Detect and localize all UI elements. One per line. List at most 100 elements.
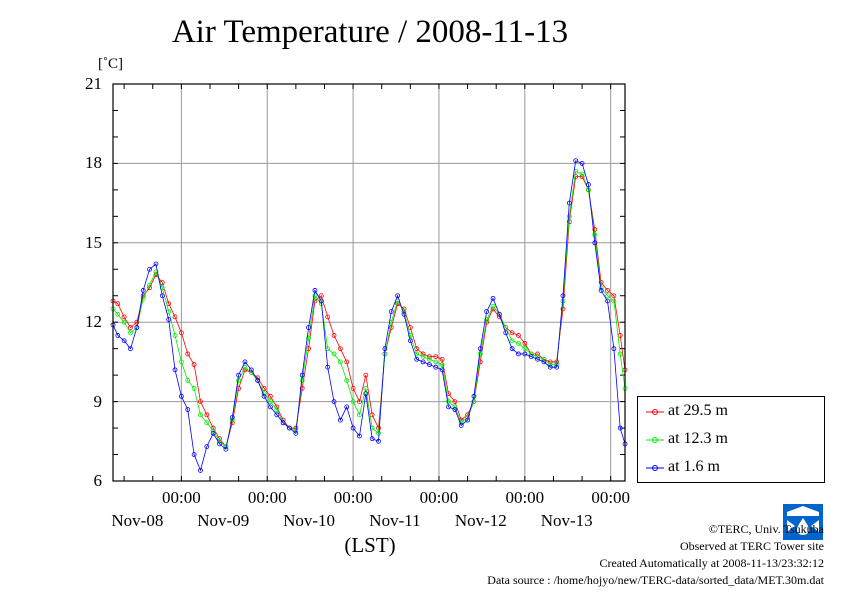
footer-copyright: ©TERC, Univ. Tsukuba (708, 522, 824, 536)
data-point (210, 430, 216, 436)
data-point (325, 364, 331, 370)
data-point (128, 346, 133, 352)
data-point (306, 325, 311, 330)
data-point (159, 285, 165, 291)
data-point (312, 288, 318, 293)
data-point (191, 362, 197, 367)
data-point (185, 378, 191, 383)
data-point (446, 404, 451, 410)
x-tick-time-label: 00:00 (591, 488, 631, 507)
data-point (433, 359, 439, 365)
data-point (388, 309, 394, 315)
data-point (617, 425, 623, 431)
data-point (172, 333, 178, 338)
data-point (535, 351, 540, 357)
x-tick-date-label: Nov-13 (540, 511, 593, 530)
data-point (490, 295, 496, 301)
data-point (522, 351, 528, 357)
data-point (115, 333, 121, 338)
data-point (331, 351, 337, 357)
data-point (268, 404, 273, 410)
data-point (516, 351, 521, 357)
data-point (611, 346, 617, 352)
data-point (471, 399, 477, 405)
data-point (516, 340, 521, 346)
y-tick-label: 9 (93, 391, 103, 411)
series-line-1 (112, 170, 626, 448)
data-point (573, 158, 579, 164)
data-point (369, 436, 375, 442)
data-point (427, 356, 432, 362)
data-point (350, 399, 356, 405)
x-tick-time-label: 00:00 (333, 488, 373, 507)
data-point (427, 354, 432, 360)
data-point (458, 423, 464, 428)
data-point (446, 399, 451, 405)
data-point (248, 367, 254, 373)
data-point (535, 354, 540, 360)
data-point (522, 346, 528, 352)
legend-marker-1-6m (646, 465, 664, 471)
data-point (153, 261, 159, 267)
data-point (115, 311, 121, 317)
data-point (337, 417, 343, 423)
data-point (560, 306, 566, 312)
data-point (560, 293, 566, 299)
legend-label-12-3m: at 12.3 m (668, 430, 728, 447)
x-tick-date-label: Nov-11 (369, 511, 421, 530)
data-point (357, 412, 362, 418)
data-point (547, 362, 553, 367)
data-point (204, 444, 210, 449)
data-point (191, 385, 197, 391)
data-point (325, 314, 331, 320)
data-point (439, 356, 445, 362)
data-point (115, 301, 121, 307)
data-point (484, 317, 490, 322)
data-point (134, 319, 140, 325)
data-point (477, 351, 483, 357)
data-point (178, 359, 184, 365)
data-point (407, 338, 413, 344)
data-point (496, 311, 502, 317)
data-point (299, 372, 305, 378)
data-point (299, 385, 305, 391)
data-point (452, 407, 458, 412)
data-point (465, 417, 470, 423)
data-point (541, 359, 547, 365)
data-point (509, 346, 515, 352)
data-point (388, 325, 394, 330)
x-tick-time-label: 00:00 (161, 488, 201, 507)
data-point (433, 354, 439, 360)
data-point (217, 441, 222, 447)
data-point (274, 412, 280, 418)
data-point (337, 359, 343, 365)
data-point (166, 317, 172, 322)
data-point (236, 378, 242, 383)
data-point (420, 359, 426, 365)
data-point (198, 412, 203, 418)
data-point (204, 420, 210, 426)
legend-label-1-6m: at 1.6 m (668, 458, 720, 475)
chart-title: Air Temperature / 2008-11-13 (171, 14, 569, 50)
data-point (357, 433, 362, 439)
data-point (350, 425, 356, 431)
data-point (121, 314, 127, 320)
data-point (414, 356, 420, 362)
data-point (261, 385, 267, 391)
data-point (439, 367, 445, 373)
data-point (592, 240, 598, 246)
data-point (140, 295, 146, 301)
data-point (268, 393, 273, 399)
data-point (579, 171, 585, 177)
data-point (134, 325, 140, 330)
series-line-0 (112, 176, 626, 448)
data-point (337, 346, 343, 352)
data-point (191, 452, 197, 457)
data-point (427, 362, 432, 367)
y-tick-label: 6 (93, 471, 103, 490)
plot-frame (112, 83, 626, 482)
data-point (528, 354, 534, 360)
data-point (605, 293, 610, 299)
data-point (598, 288, 604, 293)
